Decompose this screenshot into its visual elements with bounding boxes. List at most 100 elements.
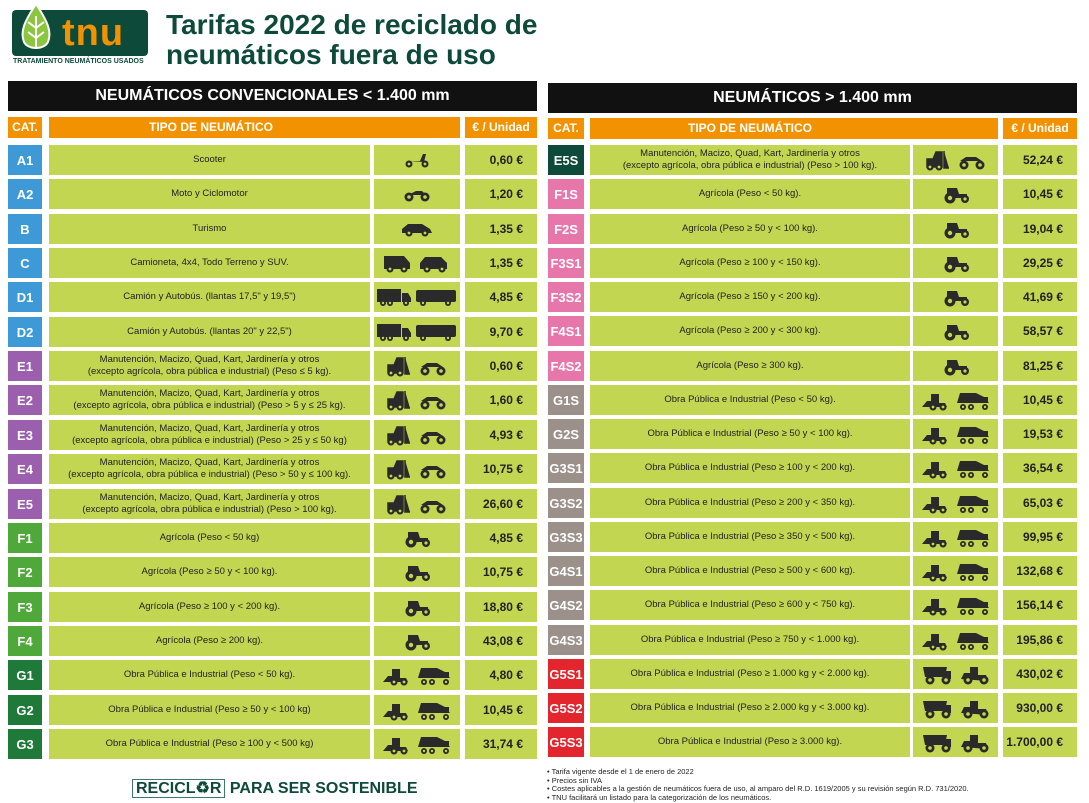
unit-price: 1,35 € <box>465 214 537 244</box>
unit-price: 29,25 € <box>1003 248 1077 278</box>
unit-price: 4,85 € <box>465 523 537 553</box>
unit-price: 58,57 € <box>1003 316 1077 346</box>
unit-price: 19,53 € <box>1003 419 1077 449</box>
tire-type-description: Manutención, Macizo, Quad, Kart, Jardine… <box>590 145 910 175</box>
unit-price: 9,70 € <box>465 317 537 347</box>
category-badge: E4 <box>8 454 42 484</box>
category-badge: G3S3 <box>548 522 584 552</box>
tractor-icon <box>913 214 998 244</box>
category-badge: F1 <box>8 523 42 553</box>
tire-type-description: Agrícola (Peso < 50 kg). <box>590 179 910 209</box>
unit-price: 10,75 € <box>465 557 537 587</box>
title-line-2: neumáticos fuera de uso <box>166 39 496 70</box>
tractor-icon <box>913 282 998 312</box>
tire-type-description: Obra Pública e Industrial (Peso ≥ 600 y … <box>590 590 910 620</box>
category-badge: F4S1 <box>548 316 584 346</box>
tire-type-description: Camión y Autobús. (llantas 17,5" y 19,5"… <box>49 282 370 312</box>
tire-type-description: Manutención, Macizo, Quad, Kart, Jardine… <box>49 420 370 450</box>
category-badge: G4S1 <box>548 556 584 586</box>
forklift-quad-icon <box>374 351 460 381</box>
category-badge: F3S1 <box>548 248 584 278</box>
tire-type-description: Obra Pública e Industrial (Peso ≥ 500 y … <box>590 556 910 586</box>
category-badge: F3S2 <box>548 282 584 312</box>
tire-type-description: Obra Pública e Industrial (Peso < 50 kg)… <box>49 660 370 690</box>
unit-price: 52,24 € <box>1003 145 1077 175</box>
unit-price: 65,03 € <box>1003 488 1077 518</box>
loader-mixer-icon <box>913 488 998 518</box>
tire-type-description: Obra Pública e Industrial (Peso ≥ 2.000 … <box>590 693 910 723</box>
category-badge: G5S2 <box>548 693 584 723</box>
page-title: Tarifas 2022 de reciclado de neumáticos … <box>166 10 537 70</box>
unit-price: 18,80 € <box>465 592 537 622</box>
category-badge: G2 <box>8 695 42 725</box>
tire-type-description: Moto y Ciclomotor <box>49 179 370 209</box>
unit-price: 10,45 € <box>1003 179 1077 209</box>
forklift-quad-icon <box>374 420 460 450</box>
category-badge: G3 <box>8 729 42 759</box>
car-icon <box>374 214 460 244</box>
unit-price: 10,45 € <box>1003 385 1077 415</box>
tire-type-description: Obra Pública e Industrial (Peso ≥ 50 y <… <box>49 695 370 725</box>
loader-mixer-icon <box>913 419 998 449</box>
tire-type-description: Turismo <box>49 214 370 244</box>
unit-price: 156,14 € <box>1003 590 1077 620</box>
loader-mixer-icon <box>913 453 998 483</box>
unit-price: 4,85 € <box>465 282 537 312</box>
tire-type-description: Agrícola (Peso ≥ 50 y < 100 kg). <box>49 557 370 587</box>
unit-price: 99,95 € <box>1003 522 1077 552</box>
right-section-heading: NEUMÁTICOS > 1.400 mm <box>548 83 1077 113</box>
tractor-icon <box>374 626 460 656</box>
left-section-heading: NEUMÁTICOS CONVENCIONALES < 1.400 mm <box>8 81 537 111</box>
tractor-icon <box>913 179 998 209</box>
tire-type-description: Obra Pública e Industrial (Peso ≥ 1.000 … <box>590 659 910 689</box>
scooter-icon <box>374 145 460 175</box>
van-suv-icon <box>374 248 460 278</box>
forklift-quad-icon <box>374 489 460 519</box>
leaf-icon <box>21 2 51 49</box>
tire-type-description: Agrícola (Peso ≥ 100 y < 200 kg). <box>49 592 370 622</box>
loader-mixer-icon <box>374 695 460 725</box>
category-badge: F3 <box>8 592 42 622</box>
tire-type-description: Agrícola (Peso < 50 kg) <box>49 523 370 553</box>
unit-price: 430,02 € <box>1003 659 1077 689</box>
category-badge: G3S1 <box>548 453 584 483</box>
tire-type-description: Agrícola (Peso ≥ 150 y < 200 kg). <box>590 282 910 312</box>
category-badge: E1 <box>8 351 42 381</box>
category-badge: F1S <box>548 179 584 209</box>
category-badge: G4S2 <box>548 590 584 620</box>
tire-type-description: Manutención, Macizo, Quad, Kart, Jardine… <box>49 385 370 415</box>
unit-price: 132,68 € <box>1003 556 1077 586</box>
category-badge: F4 <box>8 626 42 656</box>
unit-price: 1,20 € <box>465 179 537 209</box>
tractor-icon <box>374 523 460 553</box>
unit-price: 0,60 € <box>465 351 537 381</box>
unit-price: 10,45 € <box>465 695 537 725</box>
tire-type-description: Obra Pública e Industrial (Peso ≥ 350 y … <box>590 522 910 552</box>
category-badge: A2 <box>8 179 42 209</box>
category-badge: E3 <box>8 420 42 450</box>
tractor-icon <box>913 248 998 278</box>
unit-price: 31,74 € <box>465 729 537 759</box>
slogan: RECICL♻R PARA SER SOSTENIBLE <box>132 778 417 798</box>
loader-mixer-icon <box>913 522 998 552</box>
category-badge: F2 <box>8 557 42 587</box>
tire-type-description: Agrícola (Peso ≥ 200 kg). <box>49 626 370 656</box>
unit-price: 4,80 € <box>465 660 537 690</box>
tire-type-description: Agrícola (Peso ≥ 300 kg). <box>590 351 910 381</box>
truck-bus-icon <box>374 317 460 347</box>
note: • Precios sin IVA <box>547 775 603 785</box>
logo-text: tnu <box>62 12 125 54</box>
unit-price: 4,93 € <box>465 420 537 450</box>
forklift-quad-icon <box>913 145 998 175</box>
logo-subtitle: TRATAMIENTO NEUMÁTICOS USADOS <box>13 58 144 65</box>
unit-price: 26,60 € <box>465 489 537 519</box>
category-badge: D2 <box>8 317 42 347</box>
left-col-cat: CAT. <box>8 117 42 138</box>
unit-price: 41,69 € <box>1003 282 1077 312</box>
category-badge: G1 <box>8 660 42 690</box>
unit-price: 195,86 € <box>1003 625 1077 655</box>
tire-type-description: Agrícola (Peso ≥ 100 y < 150 kg). <box>590 248 910 278</box>
footnotes: • Tarifa vigente desde el 1 de enero de … <box>547 767 969 802</box>
right-col-cat: CAT. <box>548 118 584 139</box>
loader-mixer-icon <box>374 729 460 759</box>
